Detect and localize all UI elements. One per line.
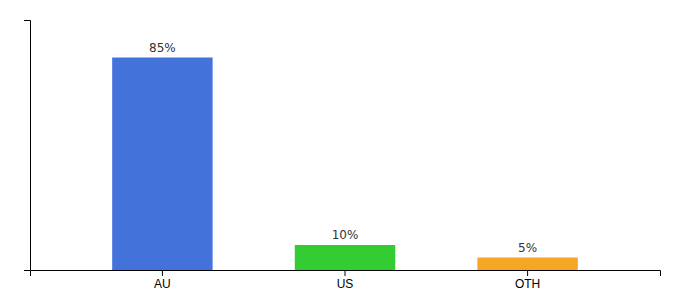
data-label: 10% [332, 228, 359, 242]
y-axis-line [24, 21, 31, 271]
x-tick-mark [162, 270, 163, 276]
data-label: 85% [149, 41, 176, 55]
y-axis [24, 21, 31, 271]
x-tick-mark [527, 270, 528, 276]
x-tick: AU [154, 270, 171, 291]
bars [112, 58, 578, 271]
chart: AU US OTH 85% 10% 5% [0, 0, 680, 300]
plot: AU US OTH 85% 10% 5% [24, 21, 661, 291]
bar [295, 245, 395, 270]
x-tick-mark [345, 270, 346, 276]
x-tick: OTH [515, 270, 540, 291]
data-labels: 85% 10% 5% [149, 41, 537, 255]
bar [112, 58, 212, 271]
x-tick-label: OTH [515, 277, 540, 291]
bar [477, 258, 577, 271]
data-label: 5% [518, 241, 537, 255]
x-tick-label: US [337, 277, 354, 291]
x-axis-line [31, 271, 661, 277]
x-tick-label: AU [154, 277, 171, 291]
x-tick: US [337, 270, 354, 291]
x-axis: AU US OTH [31, 270, 661, 291]
